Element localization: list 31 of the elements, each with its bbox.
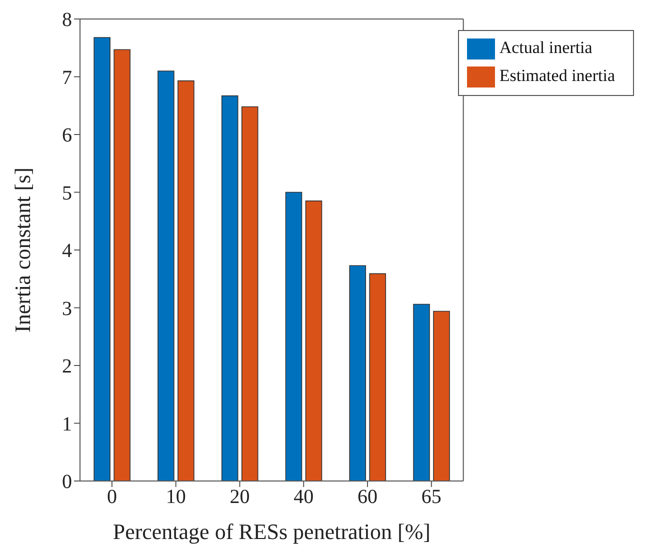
legend-label: Actual inertia bbox=[499, 38, 592, 57]
bar bbox=[158, 70, 174, 481]
y-tick-label: 5 bbox=[62, 182, 72, 204]
bar bbox=[114, 49, 130, 481]
bar bbox=[349, 265, 366, 481]
y-tick-label: 6 bbox=[62, 124, 72, 147]
x-tick-label: 40 bbox=[294, 486, 314, 508]
bar bbox=[433, 310, 450, 481]
y-axis-title: Inertia constant [s] bbox=[10, 168, 35, 332]
y-tick-label: 2 bbox=[62, 356, 72, 378]
y-tick-label: 7 bbox=[62, 66, 72, 89]
legend-label: Estimated inertia bbox=[499, 66, 615, 85]
bar bbox=[221, 95, 238, 481]
x-tick-label: 60 bbox=[358, 486, 378, 508]
bar bbox=[285, 192, 302, 481]
x-tick-label: 20 bbox=[230, 486, 250, 508]
bar bbox=[413, 304, 430, 481]
y-tick-label: 0 bbox=[62, 471, 72, 494]
bar bbox=[305, 200, 322, 481]
bar bbox=[94, 37, 110, 481]
y-tick-label: 8 bbox=[62, 9, 72, 32]
x-tick-label: 0 bbox=[106, 486, 117, 508]
y-tick-label: 1 bbox=[62, 413, 72, 436]
bar bbox=[241, 106, 258, 481]
x-tick-label: 10 bbox=[166, 486, 186, 508]
x-axis-title: Percentage of RESs penetration [%] bbox=[112, 519, 431, 544]
y-tick-label: 4 bbox=[62, 240, 72, 262]
y-tick-label: 3 bbox=[62, 298, 72, 320]
x-tick-label: 65 bbox=[421, 486, 442, 508]
bar bbox=[178, 80, 194, 481]
bar bbox=[369, 273, 386, 481]
